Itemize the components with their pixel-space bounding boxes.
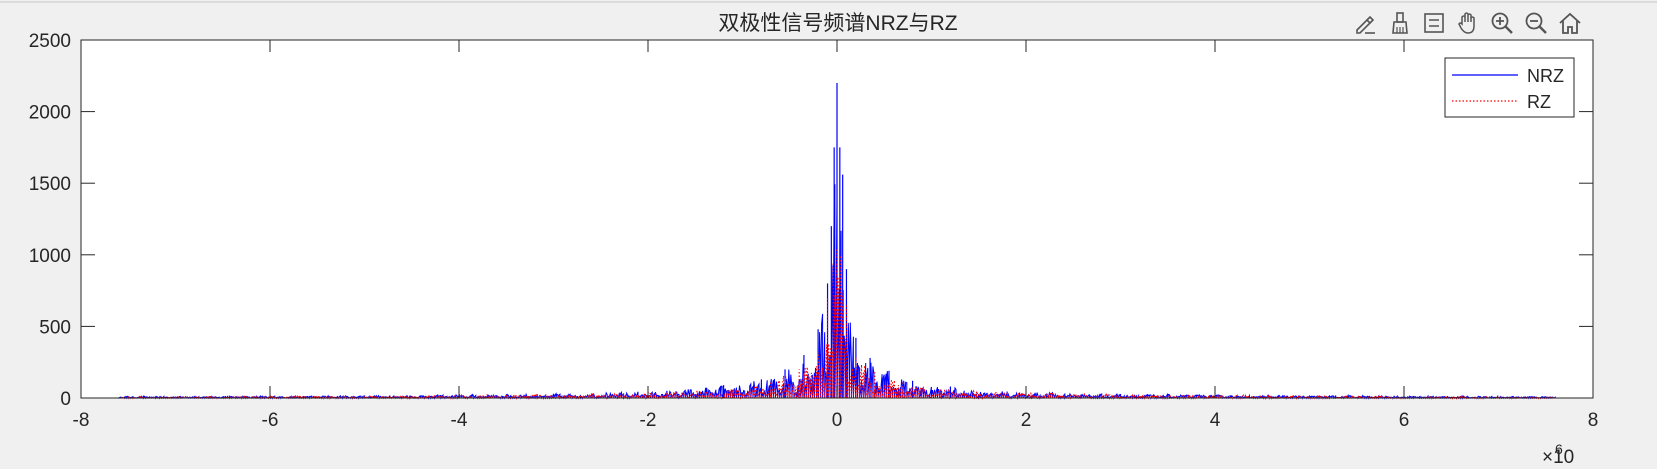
restore-view-button[interactable]	[1554, 7, 1586, 39]
legend[interactable]: NRZ RZ	[1444, 57, 1575, 118]
plot-area[interactable]: -8 -6 -4 -2 0 2 4 6 8 0 500 1000 1500 2000 2500	[29, 31, 1599, 431]
legend-nrz-label: NRZ	[1527, 66, 1564, 86]
x-tick-label: -6	[262, 410, 279, 431]
zoom-out-icon	[1525, 12, 1547, 34]
zoom-out-button[interactable]	[1520, 7, 1552, 39]
x-tick-label: 4	[1210, 410, 1221, 431]
x-tick-label: -4	[451, 410, 468, 431]
x-tick-label: -2	[640, 410, 657, 431]
x-tick-label: 8	[1588, 410, 1599, 431]
x-tick-label: 6	[1399, 410, 1410, 431]
x-exponent-base: ×10	[1542, 447, 1574, 468]
ticks-layer: -8 -6 -4 -2 0 2 4 6 8 0 500 1000 1500 2000 2500	[29, 31, 1599, 431]
y-tick-label: 2500	[29, 31, 71, 52]
axes-toolbar	[1350, 6, 1586, 40]
series-layer	[118, 82, 1556, 401]
y-tick-label: 0	[60, 389, 71, 410]
data-cursor-button[interactable]	[1418, 7, 1450, 39]
chart-title: 双极性信号频谱NRZ与RZ	[718, 12, 957, 35]
y-tick-label: 1500	[29, 174, 71, 195]
zoom-in-button[interactable]	[1486, 7, 1518, 39]
zoom-in-icon	[1491, 12, 1513, 34]
x-exponent-power: 6	[1555, 441, 1563, 457]
edit-plot-icon	[1356, 15, 1375, 34]
y-tick-label: 2000	[29, 103, 71, 124]
pan-button[interactable]	[1452, 7, 1484, 39]
pan-hand-icon	[1458, 12, 1475, 34]
legend-rz-label: RZ	[1527, 92, 1551, 112]
y-tick-label: 1000	[29, 246, 71, 267]
brush-icon	[1392, 12, 1408, 34]
brush-button[interactable]	[1384, 7, 1416, 39]
home-icon	[1559, 12, 1581, 34]
legend-box	[1444, 57, 1575, 118]
x-tick-label: 0	[832, 410, 843, 431]
edit-plot-button[interactable]	[1350, 7, 1382, 39]
y-tick-label: 500	[39, 317, 71, 338]
x-tick-label: -8	[73, 410, 90, 431]
x-exponent-label: ×10 6	[1542, 441, 1574, 468]
data-cursor-icon	[1424, 13, 1444, 33]
x-tick-label: 2	[1021, 410, 1032, 431]
